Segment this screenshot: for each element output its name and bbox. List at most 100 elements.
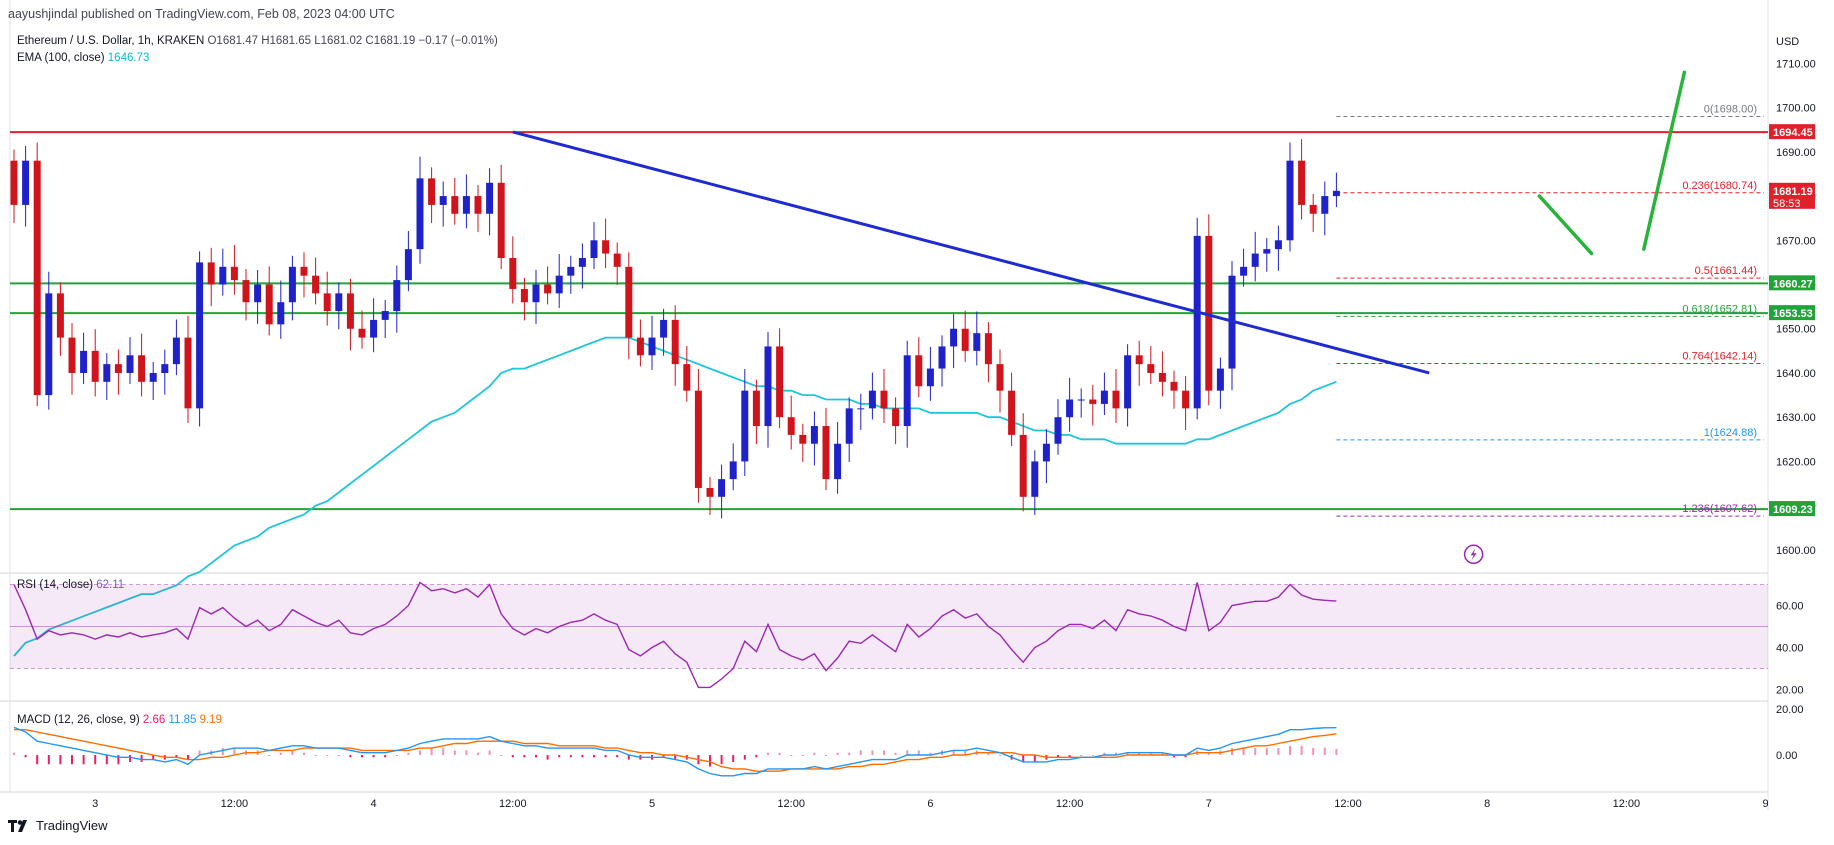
candle-body[interactable] [973, 333, 981, 351]
candle-body[interactable] [1263, 249, 1271, 254]
candle-body[interactable] [1124, 355, 1132, 409]
candle-body[interactable] [312, 275, 320, 294]
candle-body[interactable] [196, 262, 204, 409]
candle-body[interactable] [718, 479, 726, 497]
candle-body[interactable] [741, 390, 749, 462]
candle-body[interactable] [462, 196, 470, 214]
candle-body[interactable] [532, 284, 540, 303]
candle-body[interactable] [404, 249, 412, 281]
candle-body[interactable] [45, 293, 53, 396]
candle-body[interactable] [138, 355, 146, 382]
candle-body[interactable] [1031, 461, 1039, 497]
symbol-legend[interactable]: Ethereum / U.S. Dollar, 1h, KRAKEN O1681… [17, 35, 498, 47]
candle-body[interactable] [33, 160, 41, 396]
candle-body[interactable] [1112, 390, 1120, 409]
candle-body[interactable] [1193, 235, 1201, 409]
ema-legend[interactable]: EMA (100, close) 1646.73 [17, 52, 149, 64]
candle-body[interactable] [683, 364, 691, 391]
candle-body[interactable] [358, 328, 366, 338]
candle-body[interactable] [1089, 399, 1097, 404]
candle-body[interactable] [996, 364, 1004, 391]
projection-line[interactable] [1537, 194, 1594, 256]
candle-body[interactable] [1170, 381, 1178, 391]
candle-body[interactable] [1077, 399, 1085, 401]
candle-body[interactable] [254, 284, 262, 303]
candle-body[interactable] [648, 337, 656, 356]
candle-body[interactable] [694, 390, 702, 488]
candle-body[interactable] [1240, 266, 1248, 276]
candle-body[interactable] [520, 288, 528, 303]
candle-body[interactable] [1042, 443, 1050, 462]
candle-body[interactable] [1147, 364, 1155, 373]
tradingview-logo[interactable]: TradingView [8, 818, 108, 833]
candle-body[interactable] [288, 266, 296, 303]
candle-body[interactable] [544, 284, 552, 294]
candle-body[interactable] [868, 390, 876, 409]
candle-body[interactable] [938, 346, 946, 369]
candle-body[interactable] [114, 364, 122, 373]
candle-body[interactable] [1182, 390, 1190, 409]
candle-body[interactable] [602, 240, 610, 254]
candle-body[interactable] [671, 319, 679, 365]
candle-body[interactable] [810, 426, 818, 444]
bearish-trendline[interactable] [512, 130, 1430, 375]
macd-legend[interactable]: MACD (12, 26, close, 9) 2.66 11.85 9.19 [17, 714, 222, 726]
candle-body[interactable] [381, 311, 389, 320]
candle-body[interactable] [103, 364, 111, 382]
candle-body[interactable] [1274, 240, 1282, 250]
candle-body[interactable] [1019, 434, 1027, 497]
candle-body[interactable] [486, 182, 494, 214]
candle-body[interactable] [1309, 204, 1317, 214]
candle-body[interactable] [880, 390, 888, 409]
candle-body[interactable] [892, 408, 900, 427]
candle-body[interactable] [184, 337, 192, 409]
candle-body[interactable] [787, 417, 795, 435]
candle-body[interactable] [660, 319, 668, 338]
candle-body[interactable] [207, 262, 215, 285]
candle-body[interactable] [172, 337, 180, 365]
candle-body[interactable] [1332, 190, 1340, 197]
candle-body[interactable] [242, 280, 250, 303]
candle-body[interactable] [277, 302, 285, 325]
candle-body[interactable] [149, 372, 157, 382]
candle-body[interactable] [1251, 253, 1259, 267]
candle-body[interactable] [416, 178, 424, 250]
candle-body[interactable] [265, 284, 273, 325]
candle-body[interactable] [613, 253, 621, 267]
candle-body[interactable] [1054, 417, 1062, 444]
candle-body[interactable] [80, 350, 88, 373]
candle-body[interactable] [1321, 196, 1329, 214]
candle-body[interactable] [68, 337, 76, 373]
macd-line[interactable] [13, 726, 1337, 777]
candle-body[interactable] [776, 346, 784, 418]
candle-body[interactable] [1205, 235, 1213, 391]
candle-body[interactable] [567, 266, 575, 276]
candle-body[interactable] [950, 328, 958, 347]
candle-body[interactable] [428, 178, 436, 205]
candle-body[interactable] [1100, 390, 1108, 404]
macd-signal-line[interactable] [14, 729, 1337, 772]
candle-body[interactable] [370, 319, 378, 338]
candle-body[interactable] [230, 266, 238, 281]
candle-body[interactable] [1286, 160, 1294, 241]
candle-body[interactable] [764, 346, 772, 427]
candle-body[interactable] [300, 266, 308, 276]
projection-line[interactable] [1642, 70, 1687, 251]
candle-body[interactable] [706, 487, 714, 497]
candle-body[interactable] [625, 266, 633, 338]
candle-body[interactable] [915, 355, 923, 387]
candle-body[interactable] [393, 280, 401, 312]
candle-body[interactable] [857, 408, 865, 410]
candle-body[interactable] [22, 160, 30, 205]
candle-body[interactable] [346, 293, 354, 329]
candle-body[interactable] [10, 160, 18, 205]
candle-body[interactable] [91, 350, 99, 382]
candle-body[interactable] [1158, 372, 1166, 382]
candle-body[interactable] [1216, 368, 1224, 391]
candle-body[interactable] [926, 368, 934, 387]
candle-body[interactable] [799, 434, 807, 444]
candle-body[interactable] [56, 293, 64, 338]
candle-body[interactable] [578, 257, 586, 267]
candle-body[interactable] [729, 461, 737, 480]
